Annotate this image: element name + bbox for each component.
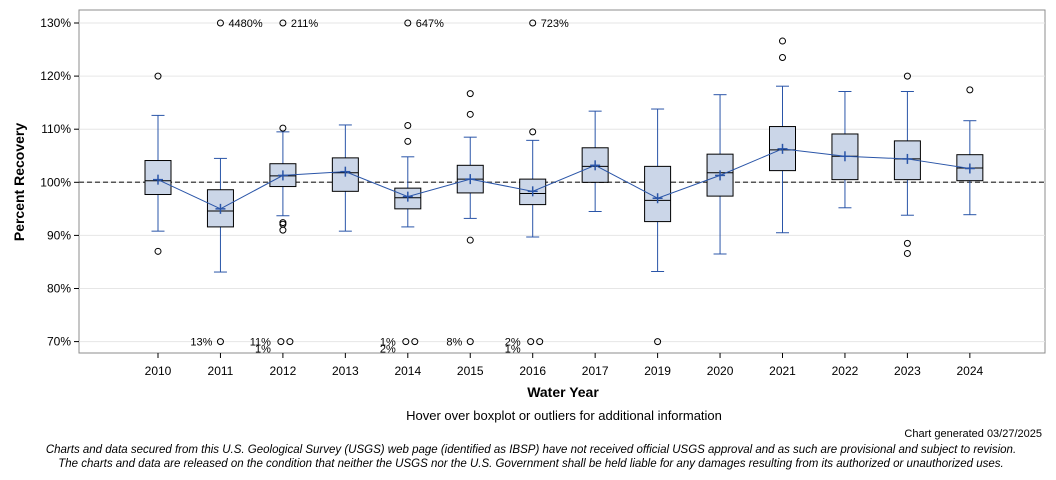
offscale-low-label: 8% [446, 337, 462, 349]
x-tick-label: 2020 [707, 364, 734, 378]
offscale-low-marker [402, 338, 410, 346]
outlier-point [529, 128, 537, 136]
box-layer [144, 37, 984, 346]
boxplot-chart: 4480% 211% 647% 723%13% 11%1%1%2%8% 2%1% 70%8… [11, 9, 1046, 400]
y-tick-label: 70% [47, 335, 71, 349]
disclaimer: Charts and data secured from this U.S. G… [0, 443, 1056, 471]
box-2010 [144, 72, 172, 255]
outlier-point [279, 124, 287, 132]
outlier-point [779, 37, 786, 45]
offscale-low-label: 13% [190, 337, 212, 349]
y-tick-label: 130% [40, 16, 71, 30]
offscale-high-label: 4480% [228, 18, 262, 30]
mean-trend-line [157, 148, 970, 210]
outlier-point [654, 338, 662, 346]
offscale-high-marker [216, 19, 224, 27]
plot-area [78, 9, 1046, 354]
offscale-high-marker [529, 19, 537, 27]
outlier-point [404, 121, 412, 129]
y-tick-label: 110% [41, 122, 71, 136]
outlier-point [903, 72, 911, 80]
outlier-point [466, 236, 474, 244]
outlier-point [903, 249, 911, 257]
offscale-low-marker [216, 338, 224, 346]
outlier-point [279, 219, 287, 227]
offscale-high-label: 723% [541, 18, 569, 30]
disclaimer-line-2: The charts and data are released on the … [58, 458, 1004, 470]
offscale-low-label: 2% [505, 337, 521, 349]
outlier-point [779, 54, 786, 62]
x-tick-label: 2015 [457, 364, 484, 378]
x-tick-label: 2017 [582, 364, 609, 378]
y-axis-title: Percent Recovery [11, 123, 27, 242]
mean-layer [157, 148, 970, 210]
x-tick-label: 2013 [332, 364, 359, 378]
box-2016 [519, 128, 547, 238]
outlier-point [154, 72, 162, 80]
x-tick-label: 2010 [145, 364, 172, 378]
offscale-low-marker [286, 338, 294, 346]
x-axis-title: Water Year [527, 384, 599, 400]
offscale-low-marker [411, 338, 419, 346]
axis-layer: 70% 80% 90% 100% 110% 120% 130% 2010 2011 2012 201… [40, 16, 983, 378]
offscale-low-label: 11% [250, 337, 271, 349]
offscale-low-marker [277, 338, 285, 346]
x-tick-label: 2011 [208, 364, 234, 378]
x-tick-label: 2021 [769, 364, 796, 378]
x-tick-label: 2016 [519, 364, 546, 378]
x-tick-label: 2023 [894, 364, 921, 378]
offscale-low-marker [536, 338, 544, 346]
offscale-low-label-2: 1% [505, 344, 521, 356]
offscale-high-label: 647% [416, 18, 444, 30]
annotation-layer: 4480% 211% 647% 723%13% 11%1%1%2%8% 2%1% [190, 18, 569, 356]
offscale-low-label: 1% [380, 337, 396, 349]
outlier-point [966, 86, 974, 94]
offscale-low-label-2: 1% [255, 344, 271, 356]
box-2021 [769, 37, 796, 234]
outlier-point [154, 247, 162, 255]
offscale-high-label: 211% [291, 18, 319, 30]
iqr-box [769, 126, 796, 172]
y-tick-label: 90% [47, 228, 71, 242]
box-2014 [394, 121, 422, 228]
outlier-point [404, 137, 412, 145]
hover-note: Hover over boxplot or outliers for addit… [406, 408, 722, 423]
offscale-high-marker [404, 19, 412, 27]
outlier-point [466, 110, 474, 118]
disclaimer-line-1: Charts and data secured from this U.S. G… [45, 444, 1017, 456]
y-tick-label: 80% [47, 282, 71, 296]
chart-generated-date: Chart generated 03/27/2025 [904, 428, 1042, 440]
x-tick-label: 2019 [644, 364, 671, 378]
y-tick-label: 100% [40, 175, 71, 189]
x-tick-label: 2012 [270, 364, 297, 378]
offscale-low-marker [527, 338, 535, 346]
x-tick-label: 2014 [394, 364, 421, 378]
x-tick-label: 2024 [956, 364, 983, 378]
box-2013 [331, 124, 359, 232]
offscale-low-label-2: 2% [380, 344, 396, 356]
y-tick-label: 120% [40, 69, 71, 83]
offscale-high-marker [279, 19, 287, 27]
offscale-low-marker [466, 338, 474, 346]
outlier-point [466, 90, 474, 98]
outlier-point [903, 239, 911, 247]
x-tick-label: 2022 [832, 364, 859, 378]
